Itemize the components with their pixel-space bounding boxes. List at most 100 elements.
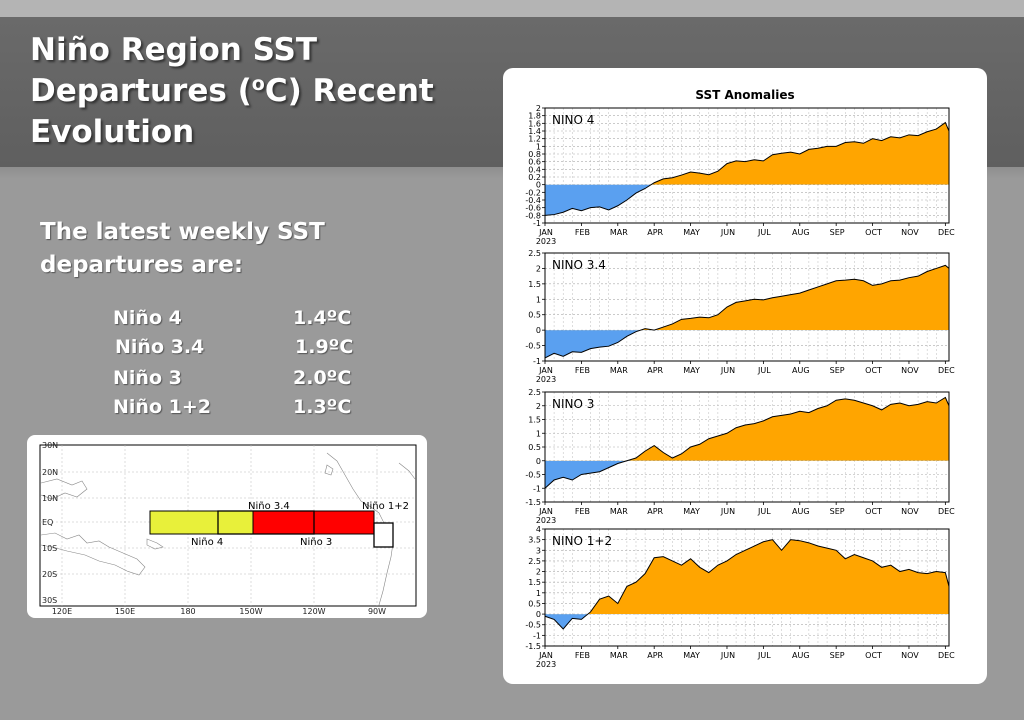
y-tick-label: 0.5 [528,443,541,452]
region-value: 1.9ºC [295,336,354,358]
nino12-label: Niño 1+2 [362,501,409,512]
region-name: Niño 3.4 [115,336,205,358]
map-lon-label: 150W [239,607,262,616]
month-label: DEC [938,507,955,516]
map-ticks: 30N 20N 10N EQ 10S 20S 30S 120E 150E 180 150W 120W 9… [42,441,386,616]
month-label: JUN [720,507,735,516]
anomaly-panel-3: -1.5 -1 -0.5 0 0.5 1 1.5 2 2.5 JAN FEB MAR APR MAY JUN… [525,388,955,525]
y-tick-label: -1 [533,484,541,493]
y-tick-label: -1.5 [525,498,541,507]
month-label: JUN [720,228,735,237]
map-lat-label: 10N [42,494,58,503]
month-label: MAR [610,366,628,375]
month-label: FEB [575,366,590,375]
y-tick-label: 2 [536,264,541,273]
year-label: 2023 [536,516,556,525]
y-tick-label: 1.4 [528,127,541,136]
year-label: 2023 [536,375,556,384]
y-tick-label: -0.5 [525,342,541,351]
month-label: APR [647,228,663,237]
y-tick-label: -1 [533,631,541,640]
y-tick-label: 2 [536,104,541,113]
year-label: 2023 [536,237,556,246]
positive-anomaly-area [640,265,949,331]
panel-frame [544,528,950,647]
negative-anomaly-area [545,330,949,358]
panel-name: NINO 3 [552,397,594,411]
y-tick-label: 0.5 [528,311,541,320]
map-lon-label: 180 [180,607,195,616]
month-label: AUG [792,507,810,516]
region-value: 1.4ºC [293,307,352,329]
y-tick-label: 1 [536,429,541,438]
y-tick-label: 1 [536,589,541,598]
month-label: FEB [575,507,590,516]
y-tick-label: 1.2 [528,135,541,144]
month-label: MAY [683,507,700,516]
nino34-label: Niño 3.4 [248,501,290,512]
month-label: AUG [792,228,810,237]
panel-name: NINO 1+2 [552,534,612,548]
map-lon-label: 90W [368,607,386,616]
month-label: APR [647,507,663,516]
positive-anomaly-area [587,539,949,615]
negative-anomaly-area [545,184,949,216]
nino4-label: Niño 4 [191,537,223,548]
month-label: NOV [901,366,919,375]
month-label: OCT [865,507,882,516]
month-label: FEB [575,228,590,237]
y-tick-label: 0.2 [528,173,541,182]
month-label: JAN [538,228,553,237]
region-name: Niño 4 [113,307,182,329]
month-label: FEB [575,651,590,660]
sst-anomalies-chart: SST Anomalies -1-0.8-0.6-0.4-0.200.20.40… [525,88,955,669]
y-tick-label: 1 [536,142,541,151]
month-label: JUL [757,228,771,237]
anomaly-panel-1: -1-0.8-0.6-0.4-0.200.20.40.60.811.21.41.… [525,104,955,246]
y-tick-label: 1.5 [528,578,541,587]
y-tick-label: 0.6 [528,158,541,167]
title-degree-sup: o [251,73,265,95]
region-value: 1.3ºC [293,396,352,418]
month-label: AUG [792,651,810,660]
month-label: DEC [938,366,955,375]
intro-text: The latest weekly SST departures are: [40,219,325,278]
month-label: JUL [757,507,771,516]
y-tick-label: 0 [536,610,541,619]
region-name: Niño 3 [113,367,182,389]
y-tick-label: 1 [536,295,541,304]
map-lat-label: 30N [42,441,58,450]
y-tick-label: 2.5 [528,249,541,258]
title-main: Niño Region SST Departures ( [30,32,318,109]
year-label: 2023 [536,660,556,669]
anomaly-panel-2: -1 -0.5 0 0.5 1 1.5 2 2.5 JAN FEB MAR APR MAY JUN JUL A… [525,249,955,384]
panel-frame [544,107,950,224]
month-label: MAY [683,366,700,375]
month-label: MAR [610,228,628,237]
month-label: MAR [610,507,628,516]
chart-title: SST Anomalies [695,88,794,102]
y-tick-label: 2.5 [528,557,541,566]
map-lat-label: 10S [42,544,57,553]
month-label: SEP [830,507,845,516]
y-tick-label: 0.8 [528,150,541,159]
month-label: APR [647,651,663,660]
month-label: DEC [938,651,955,660]
y-tick-label: -1.5 [525,642,541,651]
month-label: NOV [901,507,919,516]
y-tick-label: -0.6 [525,204,541,213]
map-lon-label: 120W [302,607,325,616]
map-lon-label: 120E [52,607,72,616]
y-tick-label: 1.5 [528,280,541,289]
y-tick-label: 0 [536,457,541,466]
y-tick-label: 4 [536,525,541,534]
month-label: JUL [757,651,771,660]
panel-name: NINO 3.4 [552,258,606,272]
y-tick-label: 2 [536,402,541,411]
nino12-box [373,522,394,548]
month-label: SEP [830,228,845,237]
nino4-box [149,510,254,535]
month-label: JAN [538,366,553,375]
positive-anomaly-area [651,122,949,185]
y-tick-label: 1.6 [528,119,541,128]
